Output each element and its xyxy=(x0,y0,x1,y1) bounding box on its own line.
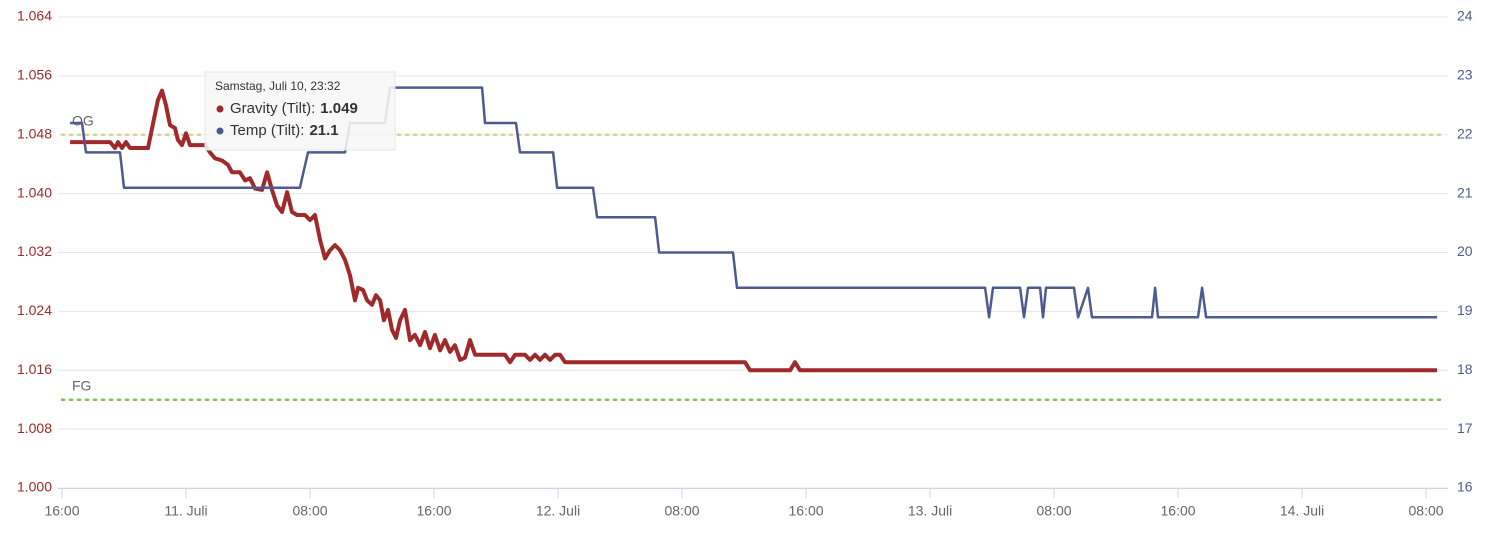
y-tick-label: 1.000 xyxy=(17,479,52,495)
y2-tick-label: 19 xyxy=(1457,302,1473,318)
y-tick-label: 1.048 xyxy=(17,125,52,141)
tooltip-value: 21.1 xyxy=(309,122,338,139)
y-tick-label: 1.032 xyxy=(17,243,52,259)
x-tick-label: 08:00 xyxy=(664,503,699,519)
tooltip-bullet xyxy=(216,127,224,135)
y-tick-label: 1.008 xyxy=(17,420,52,436)
y-tick-label: 1.056 xyxy=(17,67,52,83)
tooltip-label: Gravity (Tilt): xyxy=(230,100,315,117)
tooltip-box xyxy=(204,71,396,151)
y-tick-label: 1.024 xyxy=(17,302,52,318)
tooltip-label: Temp (Tilt): xyxy=(230,122,304,139)
x-tick-label: 16:00 xyxy=(789,503,824,519)
y2-tick-label: 22 xyxy=(1457,125,1473,141)
y2-tick-label: 23 xyxy=(1457,67,1473,83)
x-tick-label: 13. Juli xyxy=(908,503,952,519)
series-line xyxy=(70,88,1438,373)
series-line xyxy=(70,86,1438,319)
x-tick-label: 08:00 xyxy=(1409,503,1444,519)
tooltip-line: Temp (Tilt): 21.1 xyxy=(230,122,339,139)
x-tick-label: 08:00 xyxy=(1037,503,1072,519)
x-tick-label: 11. Juli xyxy=(164,503,207,519)
y-tick-label: 1.040 xyxy=(17,184,52,200)
plot-line-label: OG xyxy=(72,112,94,128)
x-tick-label: 14. Juli xyxy=(1280,503,1324,519)
x-tick-label: 16:00 xyxy=(416,503,451,519)
tooltip-line: Gravity (Tilt): 1.049 xyxy=(230,100,358,117)
x-tick-label: 08:00 xyxy=(292,503,327,519)
plot-line-label: FG xyxy=(72,377,91,393)
x-tick-label: 16:00 xyxy=(1161,503,1196,519)
tooltip-bullet xyxy=(216,105,224,113)
y2-tick-label: 18 xyxy=(1457,361,1473,377)
y2-tick-label: 20 xyxy=(1457,243,1473,259)
y-tick-label: 1.016 xyxy=(17,361,52,377)
tooltip-title: Samstag, Juli 10, 23:32 xyxy=(215,79,341,93)
y2-tick-label: 16 xyxy=(1457,479,1473,495)
y2-tick-label: 21 xyxy=(1457,184,1473,200)
x-tick-label: 12. Juli xyxy=(536,503,580,519)
y2-tick-label: 24 xyxy=(1457,8,1473,24)
tooltip-value: 1.049 xyxy=(320,100,358,117)
x-tick-label: 16:00 xyxy=(44,503,79,519)
y-tick-label: 1.064 xyxy=(17,8,52,24)
y2-tick-label: 17 xyxy=(1457,420,1473,436)
tooltip: Samstag, Juli 10, 23:32 Gravity (Tilt): 1.… xyxy=(204,71,396,151)
